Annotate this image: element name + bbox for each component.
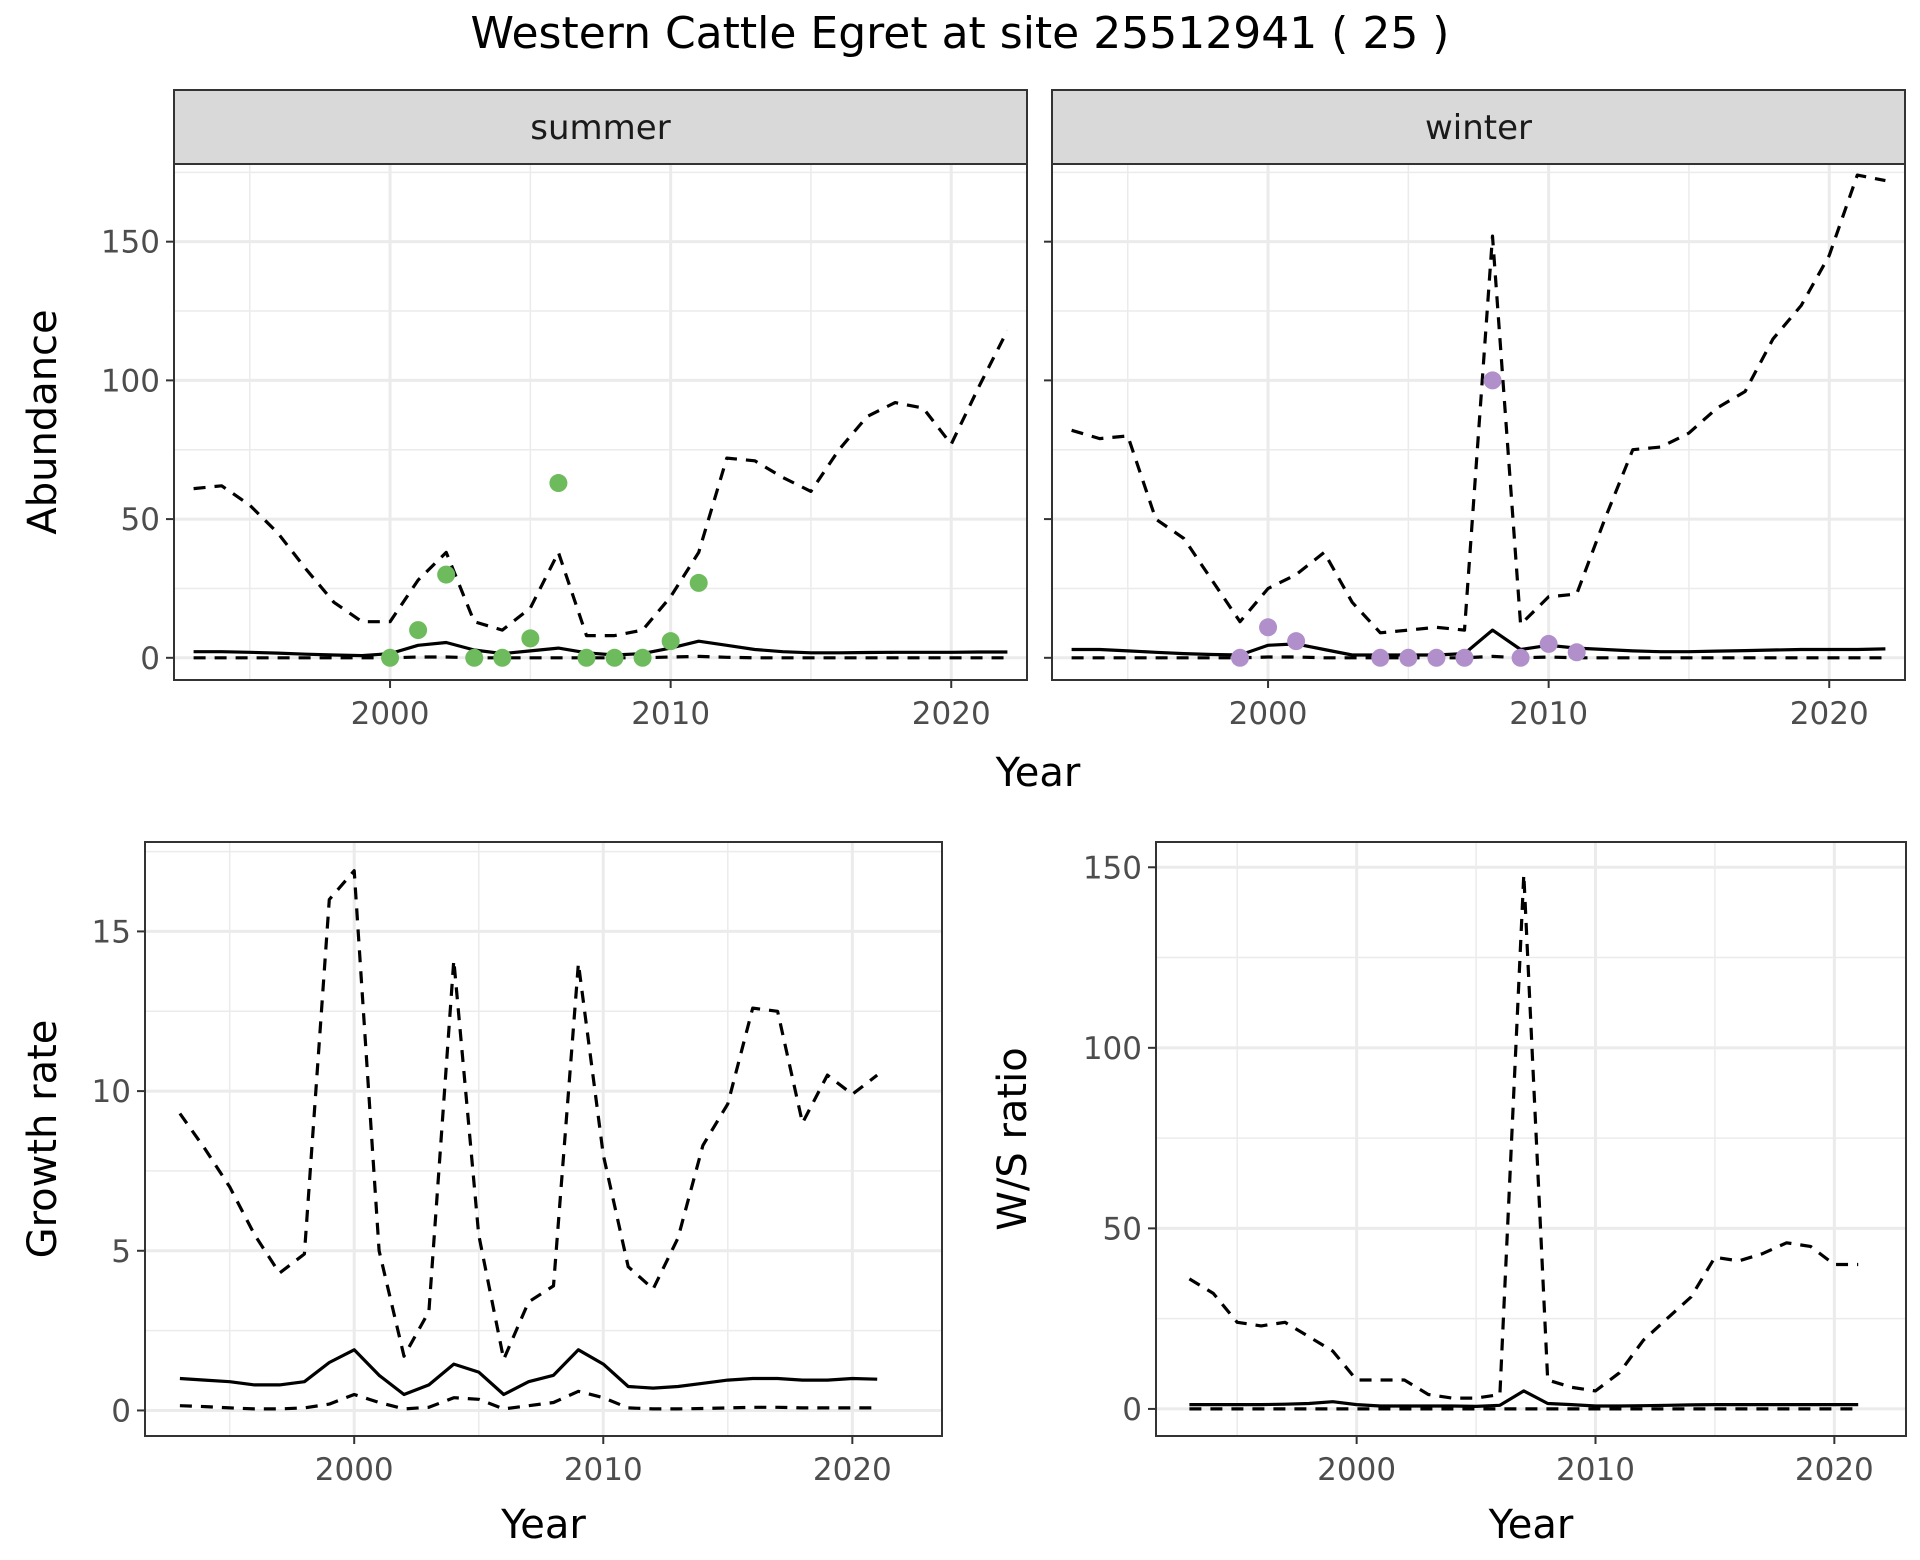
upper-line: [193, 329, 1009, 638]
x-tick-label: 2000: [1317, 1452, 1396, 1488]
y-tick-label: 15: [92, 914, 131, 950]
y-tick-label: 50: [1103, 1211, 1142, 1247]
x-tick-label: 2020: [912, 696, 991, 732]
x-tick-label: 2000: [315, 1452, 394, 1488]
observed-point: [549, 474, 568, 493]
lower-line: [1071, 654, 1886, 660]
panel-growth: 2000 2010 2020 0 5 10 15 Year Growth rate: [20, 841, 943, 1548]
observed-point: [381, 648, 400, 667]
observed-point: [1287, 632, 1306, 651]
panel-border-winter: [1051, 163, 1906, 681]
y-tick-label: 50: [121, 502, 160, 538]
y-axis-label-growth: Growth rate: [20, 1020, 66, 1259]
observed-point: [437, 565, 456, 584]
y-tick-label: 0: [111, 1393, 131, 1429]
strip-summer: [173, 89, 1028, 165]
figure-title: Western Cattle Egret at site 25512941 ( …: [471, 8, 1450, 59]
strip-winter: [1051, 89, 1906, 165]
y-tick-label: 100: [1083, 1031, 1142, 1067]
mean-line: [1189, 1389, 1859, 1409]
x-tick-label: 2000: [351, 696, 430, 732]
strip-label-winter: winter: [1425, 108, 1532, 148]
observed-point: [1511, 648, 1530, 667]
y-tick-label: 100: [101, 363, 160, 399]
y-tick-label: 10: [92, 1074, 131, 1110]
panel-summer: summer 2000 2010 2020 0 50 100 150 Abundance: [20, 89, 1028, 732]
upper-line: [1071, 173, 1886, 635]
x-tick-label: 2020: [1790, 696, 1869, 732]
top-row-x-axis-label: Year: [995, 750, 1081, 796]
observed-point: [465, 648, 484, 667]
y-axis-label-ratio: W/S ratio: [990, 1047, 1036, 1230]
observed-point: [1230, 648, 1249, 667]
strip-label-summer: summer: [530, 108, 670, 148]
y-tick-label: 5: [111, 1234, 131, 1270]
x-tick-label: 2010: [564, 1452, 643, 1488]
mean-line: [1071, 628, 1886, 657]
observed-point: [689, 573, 708, 592]
observed-point: [605, 648, 624, 667]
lower-line: [193, 654, 1008, 660]
y-tick-label: 0: [1122, 1392, 1142, 1428]
x-axis-label-ratio: Year: [1488, 1502, 1574, 1548]
panel-winter: winter 2000 2010 2020: [1044, 89, 1906, 732]
y-tick-label: 150: [101, 225, 160, 261]
x-tick-label: 2010: [631, 696, 710, 732]
mean-line: [193, 639, 1008, 658]
plot-area-summer: [174, 164, 1027, 680]
observed-point: [1259, 618, 1278, 637]
panel-border-growth: [144, 841, 943, 1437]
observed-point: [1427, 648, 1446, 667]
upper-line: [1188, 872, 1859, 1400]
observed-point: [1371, 648, 1390, 667]
mean-line: [179, 1348, 878, 1397]
observed-point: [661, 632, 680, 651]
x-tick-label: 2010: [1509, 696, 1588, 732]
observed-point: [1455, 648, 1474, 667]
observed-point: [633, 648, 652, 667]
x-axis-label-growth: Year: [500, 1502, 586, 1548]
y-tick-label: 150: [1083, 850, 1142, 886]
x-tick-label: 2020: [813, 1452, 892, 1488]
observed-point: [1483, 371, 1502, 390]
observed-point: [493, 648, 512, 667]
panel-border-ratio: [1155, 841, 1907, 1437]
observed-point: [577, 648, 596, 667]
x-tick-label: 2000: [1229, 696, 1308, 732]
plot-area-ratio: [1156, 842, 1906, 1436]
observed-point: [1567, 643, 1586, 662]
observed-point: [1539, 634, 1558, 653]
x-tick-label: 2020: [1795, 1452, 1874, 1488]
observed-point: [1399, 648, 1418, 667]
plot-area-growth: [145, 842, 942, 1436]
panel-ratio: 2000 2010 2020 0 50 100 150 Year W/S ratio: [990, 841, 1907, 1548]
x-tick-label: 2010: [1556, 1452, 1635, 1488]
observed-point: [521, 629, 540, 648]
lower-line: [179, 1389, 878, 1411]
panel-border-summer: [173, 163, 1028, 681]
y-tick-label: 0: [140, 641, 160, 677]
observed-point: [409, 621, 428, 640]
y-axis-label-summer: Abundance: [20, 309, 66, 534]
